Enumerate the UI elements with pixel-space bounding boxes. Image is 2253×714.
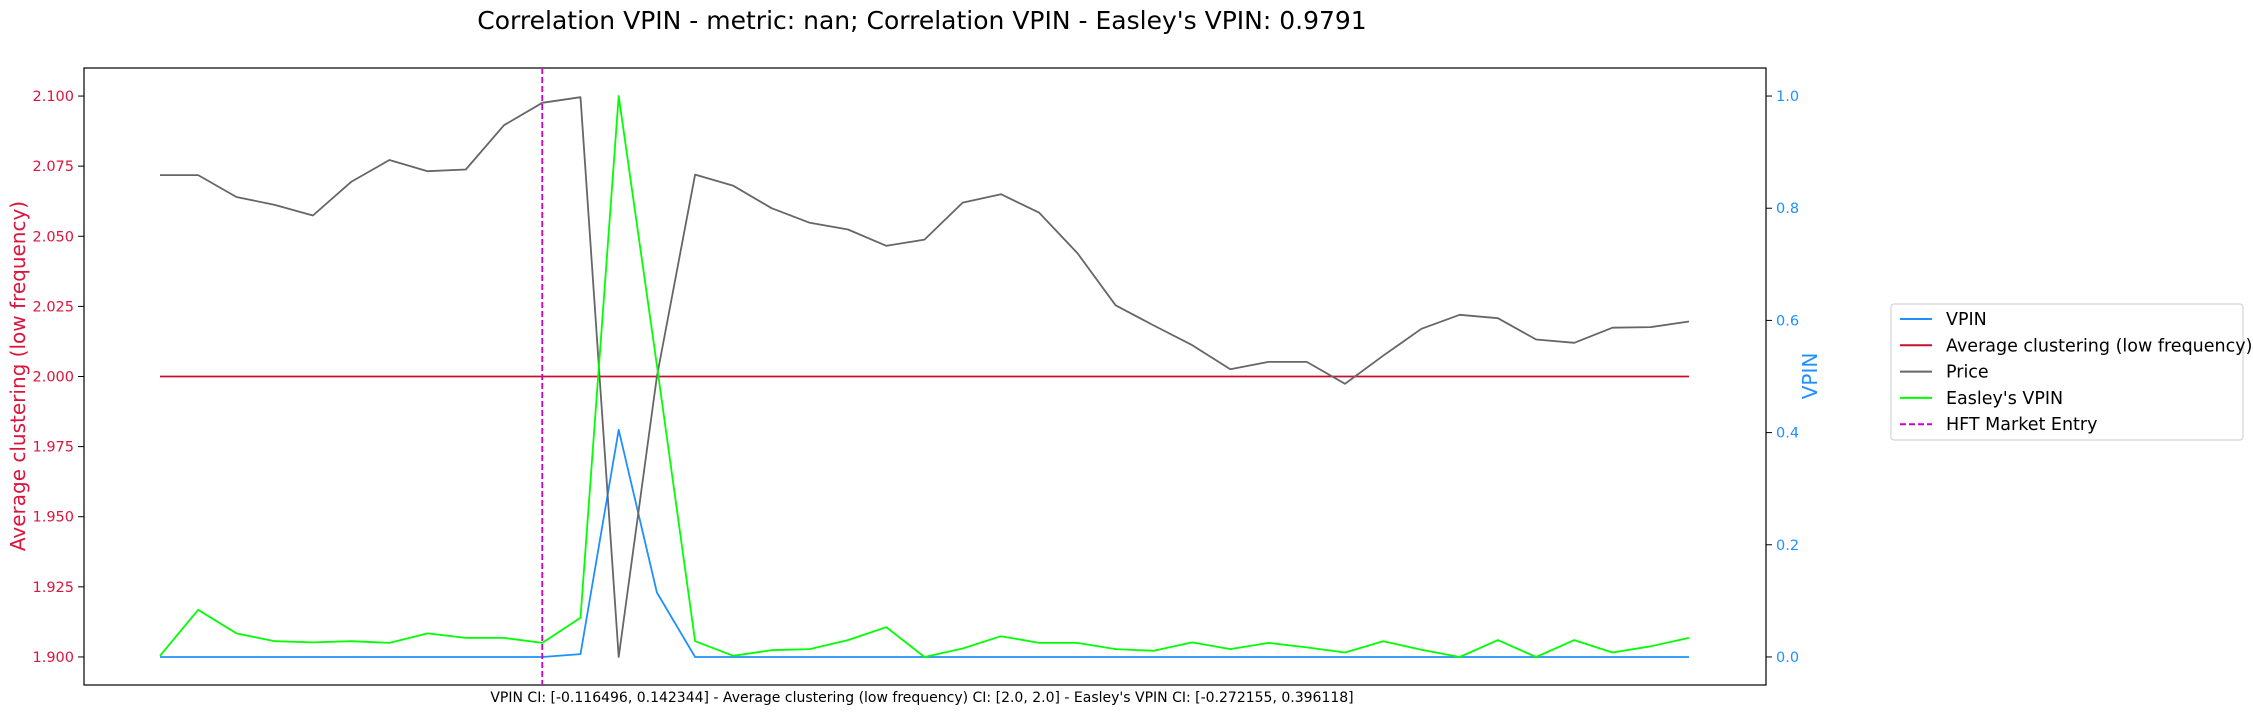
- right-axis-label: VPIN: [1798, 353, 1822, 400]
- left-tick-label: 2.000: [32, 370, 74, 386]
- chart-title: Correlation VPIN - metric: nan; Correlat…: [477, 6, 1366, 35]
- right-tick-label: 0.6: [1776, 313, 1799, 329]
- legend-label: Average clustering (low frequency): [1946, 336, 2252, 356]
- left-tick-label: 1.900: [32, 650, 74, 666]
- legend-label: Easley's VPIN: [1946, 389, 2063, 409]
- left-tick-label: 2.050: [32, 229, 74, 245]
- left-axis: 1.900 1.925 1.950 1.975 2.000 2.025 2.050 2.075…: [32, 89, 84, 666]
- legend-label: VPIN: [1946, 310, 1987, 330]
- left-tick-label: 2.025: [32, 299, 74, 315]
- right-tick-label: 0.4: [1776, 426, 1799, 442]
- legend: VPIN Average clustering (low frequency) Pr…: [1890, 303, 2252, 441]
- right-axis: 0.0 0.2 0.4 0.6 0.8 1.0: [1766, 89, 1799, 666]
- plot-area: [83, 67, 1767, 686]
- right-tick-label: 0.8: [1776, 201, 1799, 217]
- left-tick-label: 1.950: [32, 510, 74, 526]
- left-tick-label: 1.975: [32, 440, 74, 456]
- left-tick-label: 2.100: [32, 89, 74, 105]
- left-tick-label: 2.075: [32, 159, 74, 175]
- legend-label: Price: [1946, 363, 1989, 383]
- legend-frame: [1890, 303, 2244, 441]
- right-tick-label: 0.0: [1776, 650, 1799, 666]
- series-line-vpin: [160, 428, 1689, 658]
- right-tick-label: 1.0: [1776, 89, 1799, 105]
- series-line-price: [160, 96, 1690, 658]
- left-axis-label: Average clustering (low frequency): [6, 201, 30, 551]
- legend-label: HFT Market Entry: [1946, 415, 2097, 435]
- left-tick-label: 1.925: [32, 580, 74, 596]
- series-line-easley-s-vpin: [159, 95, 1690, 658]
- right-tick-label: 0.2: [1776, 538, 1799, 554]
- chart-footer: VPIN CI: [-0.116496, 0.142344] - Average…: [490, 690, 1353, 706]
- series-layer: [159, 95, 1690, 658]
